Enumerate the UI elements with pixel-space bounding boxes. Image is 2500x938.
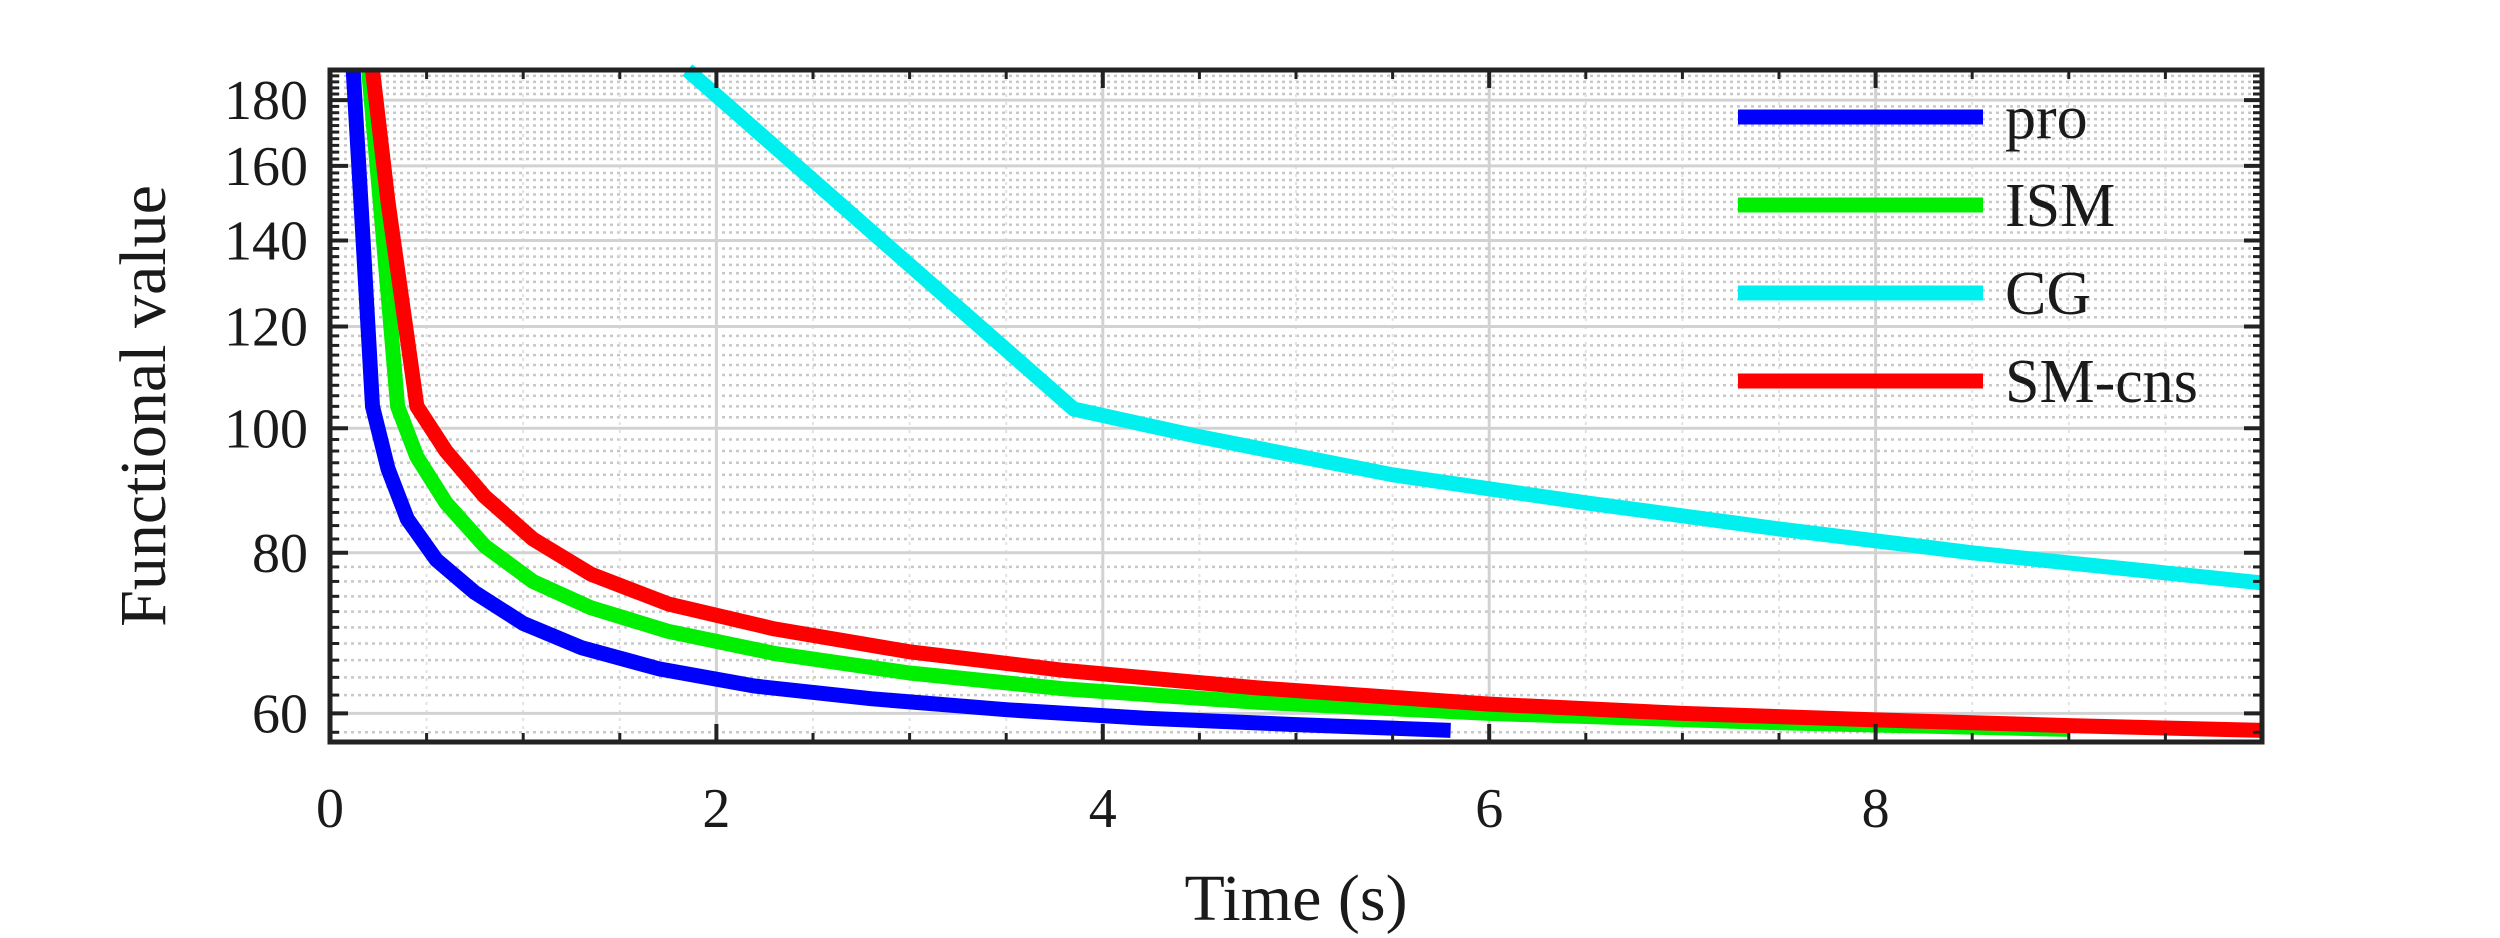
series-line-cg [682, 64, 2263, 591]
series-layer [345, 64, 2263, 738]
y-tick-label: 80 [252, 523, 308, 585]
y-tick-label: 140 [224, 210, 308, 272]
x-axis-label: Time (s) [1184, 862, 1407, 935]
label-layer: Time (s) Functional value [107, 185, 1408, 935]
series-line-pro [345, 69, 1451, 738]
legend-label-sm-cns: SM-cns [2005, 348, 2198, 416]
legend-label-ism: ISM [2005, 172, 2115, 240]
legend: pro ISM CG SM-cns [1738, 84, 2198, 416]
y-tick-label: 120 [224, 296, 308, 358]
y-tick-label: 160 [224, 136, 308, 198]
grid-layer [330, 70, 2262, 742]
x-tick-label: 8 [1862, 778, 1890, 840]
series-line-ism [361, 69, 2069, 737]
y-tick-label: 180 [224, 70, 308, 132]
legend-label-cg: CG [2005, 260, 2091, 328]
x-tick-label: 2 [702, 778, 730, 840]
y-tick-label: 60 [252, 683, 308, 745]
x-tick-label: 0 [316, 778, 344, 840]
series-line-sm-cns [365, 69, 2263, 738]
x-tick-label: 4 [1089, 778, 1117, 840]
legend-label-pro: pro [2005, 84, 2088, 152]
y-tick-label: 100 [224, 398, 308, 460]
y-axis-label: Functional value [107, 185, 180, 627]
x-tick-label: 6 [1475, 778, 1503, 840]
